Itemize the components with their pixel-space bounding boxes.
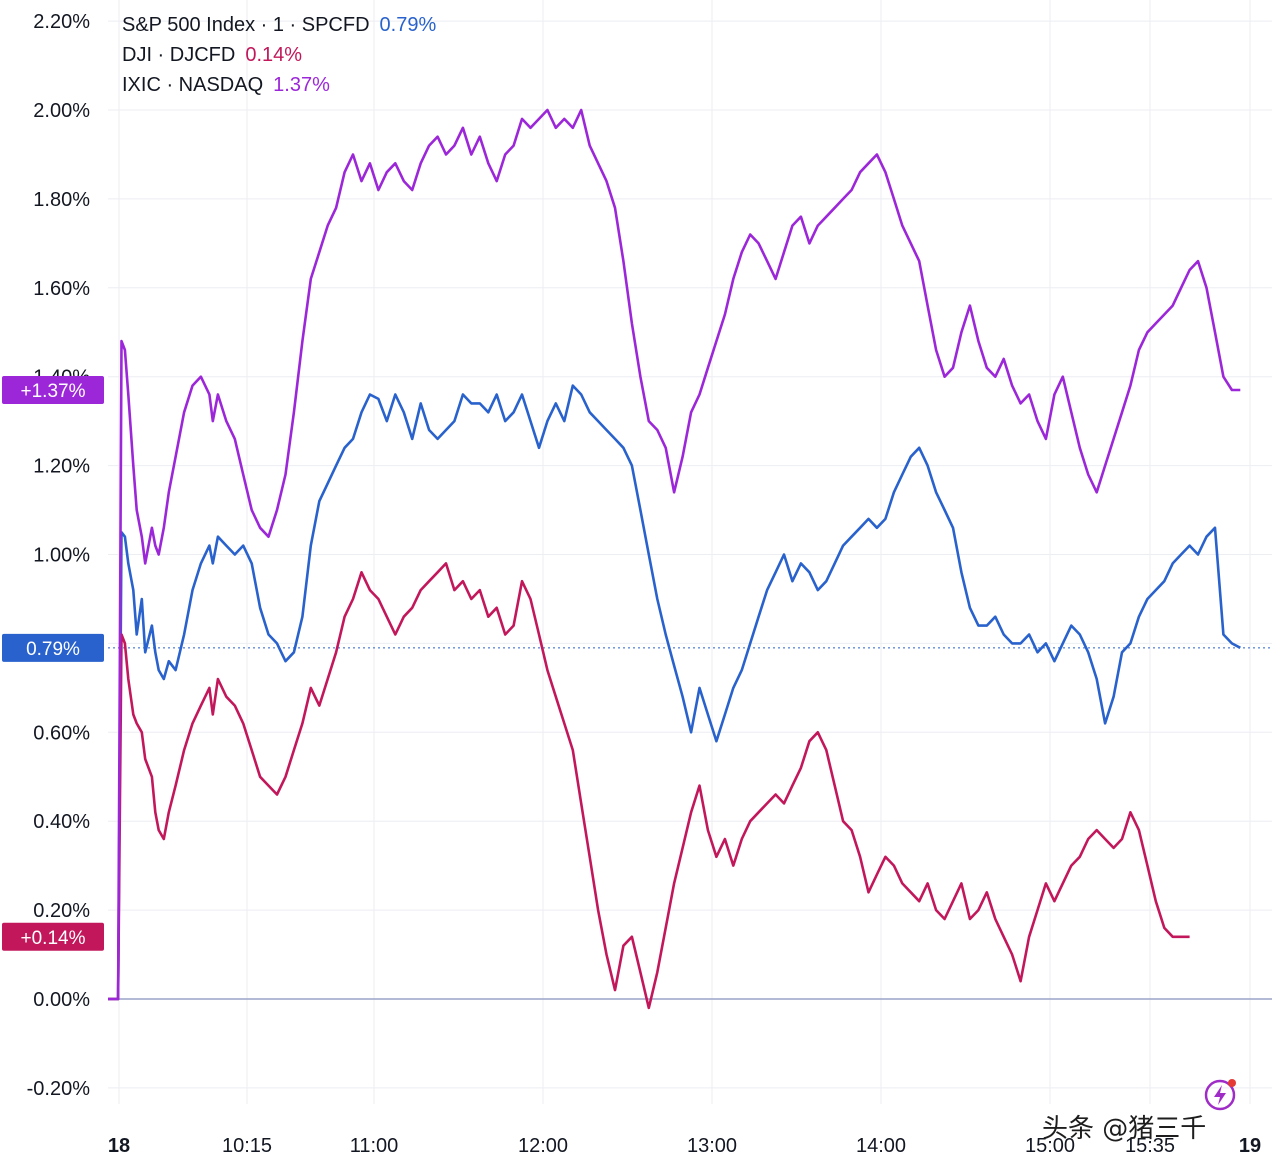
legend-series-name: IXIC · NASDAQ (122, 74, 264, 96)
x-tick-label: 15:35 (1125, 1135, 1175, 1157)
grid (108, 0, 1272, 1104)
badge-bg (2, 376, 104, 405)
legend-row-spx[interactable]: S&P 500 Index · 1 · SPCFD 0.79% (122, 10, 436, 40)
price-badge: +1.37% (2, 376, 104, 405)
badge-label: +1.37% (21, 381, 86, 402)
badge-bg (2, 922, 104, 951)
legend-series-name: DJI · DJCFD (122, 44, 236, 66)
y-tick-label: 1.80% (33, 189, 90, 211)
x-tick-label: 12:00 (518, 1135, 568, 1157)
price-badges: +1.37% +0.14% 0.79% (2, 376, 104, 951)
series-line[interactable] (108, 384, 1241, 1001)
series-lines (108, 108, 1241, 1010)
x-tick-label: 18 (108, 1135, 130, 1157)
y-tick-label: 0.00% (33, 989, 90, 1011)
badge-label: +0.14% (21, 928, 86, 949)
legend-series-value: 1.37% (273, 74, 330, 96)
x-tick-label: 11:00 (350, 1135, 399, 1157)
badge-label: 0.79% (26, 639, 80, 660)
x-tick-label: 19 (1239, 1135, 1261, 1157)
series-line[interactable] (108, 562, 1190, 1010)
legend-series-value: 0.79% (379, 14, 437, 36)
price-badge: +0.14% (2, 922, 104, 951)
y-tick-label: 0.60% (33, 722, 90, 744)
badge-bg (2, 633, 104, 662)
series-line[interactable] (108, 108, 1241, 1001)
legend-row-dji[interactable]: DJI · DJCFD 0.14% (122, 40, 436, 70)
y-tick-label: 1.60% (33, 278, 90, 300)
y-tick-label: 1.00% (33, 545, 90, 567)
legend: S&P 500 Index · 1 · SPCFD 0.79% DJI · DJC… (122, 10, 436, 100)
lightning-icon[interactable] (1203, 1076, 1239, 1112)
price-badge: 0.79% (2, 633, 104, 662)
y-tick-label: 2.00% (33, 100, 90, 122)
watermark: 头条 @猪三千 (1042, 1114, 1207, 1144)
x-axis: 18 10:15 11:00 12:00 13:00 14:00 15:00 15:35 19 (108, 1135, 1261, 1157)
x-tick-label: 15:00 (1025, 1135, 1075, 1157)
y-tick-label: 2.20% (33, 11, 90, 33)
legend-row-ixic[interactable]: IXIC · NASDAQ 1.37% (122, 70, 436, 100)
y-tick-label: 1.20% (33, 456, 90, 478)
x-tick-label: 10:15 (222, 1135, 272, 1157)
legend-series-value: 0.14% (245, 44, 303, 66)
legend-series-name: S&P 500 Index · 1 · SPCFD (122, 14, 370, 36)
x-tick-label: 13:00 (687, 1135, 737, 1157)
y-tick-label: 0.40% (33, 811, 90, 833)
y-tick-label: 0.20% (33, 900, 90, 922)
x-tick-label: 14:00 (856, 1135, 906, 1157)
y-tick-label: -0.20% (27, 1078, 91, 1100)
